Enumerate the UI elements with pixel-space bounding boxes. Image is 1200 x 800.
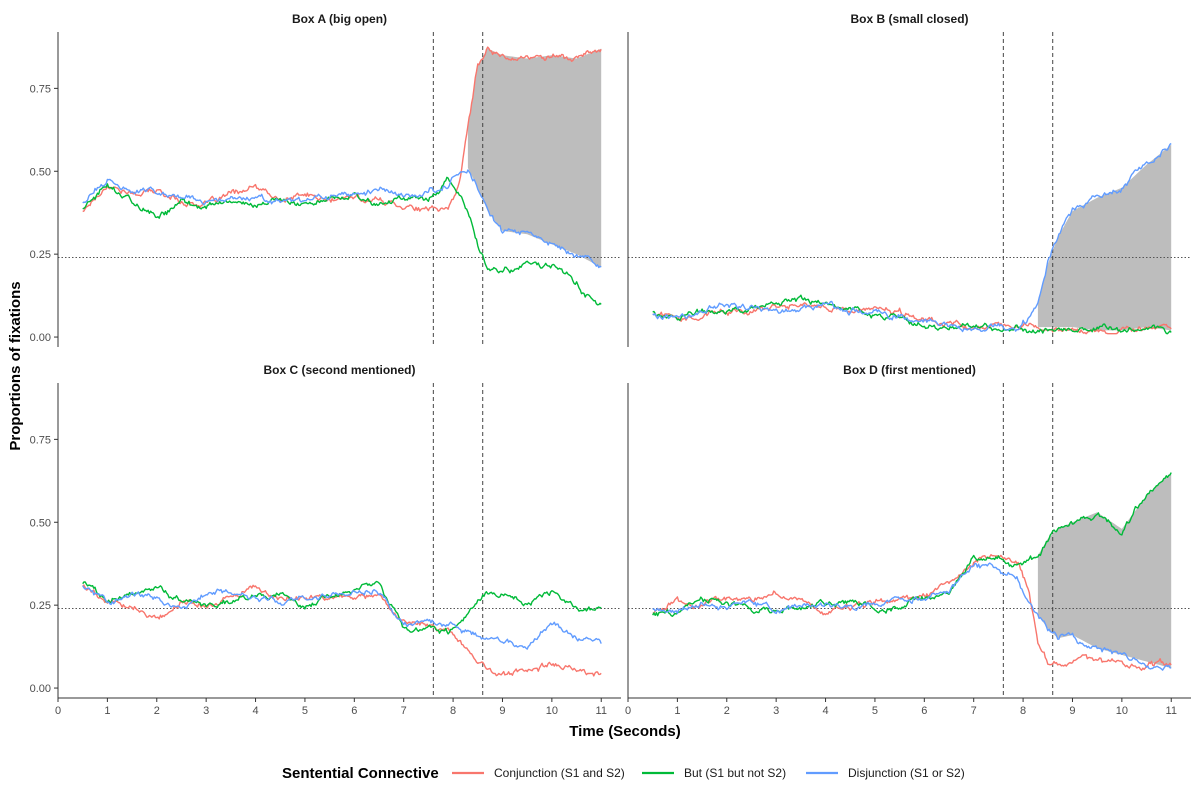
series-line-but (652, 294, 1172, 335)
x-tick-label: 10 (1116, 705, 1128, 717)
x-tick-label: 7 (971, 705, 977, 717)
x-tick-label: 3 (203, 705, 209, 717)
series-line-but (82, 176, 602, 306)
x-tick-label: 8 (1020, 705, 1026, 717)
y-tick-label: 0.00 (30, 332, 51, 344)
x-tick-label: 9 (499, 705, 505, 717)
x-tick-label: 1 (104, 705, 110, 717)
x-tick-label: 3 (773, 705, 779, 717)
legend-label-but: But (S1 but not S2) (684, 766, 786, 780)
x-tick-label: 4 (822, 705, 828, 717)
x-tick-label: 10 (546, 705, 558, 717)
x-tick-label: 7 (401, 705, 407, 717)
series-line-disjunction (652, 562, 1172, 671)
x-tick-label: 11 (596, 705, 607, 717)
x-tick-label: 9 (1069, 705, 1075, 717)
series-line-disjunction (652, 142, 1172, 333)
panel-4: Box D (first mentioned) 0 1 2 3 4 5 6 7 8 9 10 11 (625, 363, 1191, 717)
legend: Sentential Connective Conjunction (S1 an… (282, 765, 965, 782)
y-tick-label: 0.25 (30, 249, 51, 261)
series-line-conjunction (82, 584, 602, 677)
x-axis-title: Time (Seconds) (569, 723, 680, 740)
x-tick-label: 6 (351, 705, 357, 717)
y-tick-label: 0.00 (30, 683, 51, 695)
x-tick-label: 5 (302, 705, 308, 717)
x-tick-label: 1 (674, 705, 680, 717)
series-line-but (82, 580, 602, 635)
y-axis-title: Proportions of fixations (7, 281, 24, 450)
y-tick-label: 0.50 (30, 166, 51, 178)
legend-label-conjunction: Conjunction (S1 and S2) (494, 766, 625, 780)
shaded-area (1037, 144, 1172, 331)
panel-title: Box C (second mentioned) (263, 363, 415, 377)
y-tick-label: 0.75 (30, 434, 51, 446)
x-tick-label: 0 (55, 705, 61, 717)
x-tick-label: 8 (450, 705, 456, 717)
shaded-area (1037, 472, 1172, 669)
series-line-disjunction (82, 169, 602, 269)
panel-title: Box A (big open) (292, 12, 387, 26)
x-tick-label: 11 (1166, 705, 1177, 717)
legend-title: Sentential Connective (282, 765, 439, 782)
panel-1: Box A (big open) 0.00 0.25 0.50 0.75 (30, 12, 621, 347)
x-tick-label: 6 (921, 705, 927, 717)
panel-title: Box B (small closed) (850, 12, 968, 26)
x-tick-label: 2 (724, 705, 730, 717)
y-tick-label: 0.25 (30, 600, 51, 612)
x-tick-label: 0 (625, 705, 631, 717)
y-tick-label: 0.75 (30, 83, 51, 95)
x-tick-label: 4 (252, 705, 258, 717)
panel-title: Box D (first mentioned) (843, 363, 976, 377)
panels-layer: Box A (big open) 0.00 0.25 0.50 0.75 Box B (s… (30, 12, 1191, 717)
panel-2: Box B (small closed) (627, 12, 1191, 347)
x-tick-label: 5 (872, 705, 878, 717)
series-line-disjunction (82, 585, 602, 650)
y-tick-label: 0.50 (30, 517, 51, 529)
x-tick-label: 2 (154, 705, 160, 717)
legend-label-disjunction: Disjunction (S1 or S2) (848, 766, 965, 780)
shaded-area (467, 48, 602, 268)
panel-3: Box C (second mentioned) 0.00 0.25 0.50 0.75… (30, 363, 621, 717)
